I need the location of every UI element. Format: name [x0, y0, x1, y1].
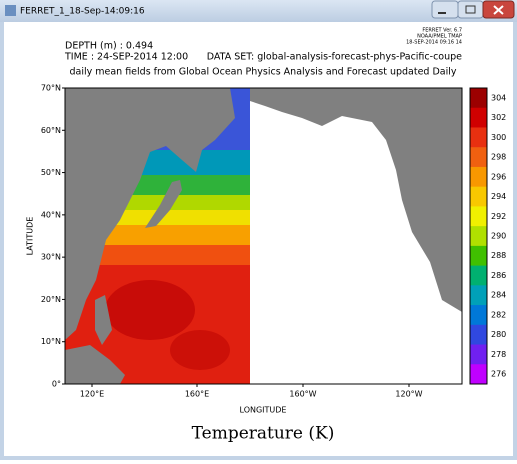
- colorbar-swatch: [470, 147, 487, 168]
- colorbar-label: 302: [491, 113, 506, 122]
- colorbar-swatch: [470, 166, 487, 188]
- colorbar-label: 292: [491, 212, 506, 221]
- minimize-button[interactable]: [431, 0, 459, 19]
- colorbar-label: 300: [491, 133, 506, 142]
- title-bar: [0, 0, 517, 22]
- x-tick-label: 160°E: [185, 390, 209, 399]
- colorbar-swatch: [470, 324, 487, 346]
- window-title: FERRET_1_18-Sep-14:09:16: [20, 7, 145, 17]
- colorbar-swatch: [470, 344, 487, 365]
- y-tick-label: 10°N: [41, 337, 61, 346]
- stamp-line: 18-SEP-2014 09:16 14: [406, 40, 462, 46]
- y-tick-label: 20°N: [41, 295, 61, 304]
- subtitle: daily mean fields from Global Ocean Phys…: [69, 67, 456, 78]
- x-tick-label: 120°W: [395, 390, 422, 399]
- colorbar-swatch: [470, 305, 487, 326]
- x-axis-title: LONGITUDE: [240, 406, 287, 415]
- land-north-america: [250, 88, 462, 312]
- colorbar-swatch: [470, 285, 487, 306]
- ocean-band: [65, 245, 250, 265]
- close-icon: [493, 5, 504, 15]
- y-axis-title: LATITUDE: [26, 217, 35, 256]
- maximize-button[interactable]: [457, 0, 484, 19]
- y-tick-label: 30°N: [41, 253, 61, 262]
- y-tick-label: 40°N: [41, 210, 61, 219]
- colorbar-swatch: [470, 265, 487, 286]
- land-philippines: [95, 295, 112, 345]
- colorbar-label: 280: [491, 330, 506, 339]
- minimize-icon: [438, 12, 446, 14]
- colorbar-label: 290: [491, 232, 506, 241]
- colorbar-label: 284: [491, 291, 506, 300]
- time-label: TIME : 24-SEP-2014 12:00: [64, 52, 188, 63]
- colorbar-label: 278: [491, 350, 506, 359]
- land-indonesia: [65, 345, 125, 384]
- colorbar-swatch: [470, 226, 487, 247]
- warm-patch: [105, 280, 195, 340]
- colorbar-label: 282: [491, 310, 506, 319]
- y-tick-label: 50°N: [41, 168, 61, 177]
- maximize-icon: [465, 5, 476, 14]
- colorbar-swatch: [470, 364, 487, 385]
- app-icon: [5, 5, 16, 16]
- colorbar-swatch: [470, 206, 487, 227]
- caption: Temperature (K): [192, 424, 335, 444]
- colorbar-swatch: [470, 127, 487, 148]
- y-tick-label: 0°: [52, 380, 61, 389]
- x-tick-label: 160°W: [289, 390, 316, 399]
- colorbar-swatch: [470, 107, 487, 128]
- colorbar-label: 294: [491, 192, 506, 201]
- colorbar-swatch: [470, 186, 487, 207]
- land-japan: [145, 180, 182, 228]
- map-frame: [64, 87, 463, 385]
- y-tick-label: 70°N: [41, 84, 61, 93]
- depth-label: DEPTH (m) : 0.494: [65, 41, 153, 52]
- dataset-label: DATA SET: global-analysis-forecast-phys-…: [207, 52, 462, 63]
- land-asia: [65, 88, 235, 340]
- stamp-line: NOAA/PMEL TMAP: [417, 34, 462, 40]
- colorbar-label: 286: [491, 271, 506, 280]
- colorbar: 304 302 300 298 296 294 292 290 288 286 284 282 280 2…: [469, 87, 506, 385]
- colorbar-frame: [469, 87, 488, 385]
- colorbar-label: 288: [491, 251, 506, 260]
- map: [64, 87, 463, 385]
- colorbar-swatch: [470, 88, 487, 109]
- colorbar-label: 298: [491, 153, 506, 162]
- colorbar-label: 276: [491, 370, 506, 379]
- y-tick-label: 60°N: [41, 126, 61, 135]
- colorbar-label: 304: [491, 93, 506, 102]
- warm-patch: [170, 330, 230, 370]
- colorbar-swatch: [470, 245, 487, 267]
- colorbar-label: 296: [491, 172, 506, 181]
- x-tick-label: 120°E: [80, 390, 104, 399]
- stamp-line: FERRET Ver. 6.7: [422, 28, 462, 34]
